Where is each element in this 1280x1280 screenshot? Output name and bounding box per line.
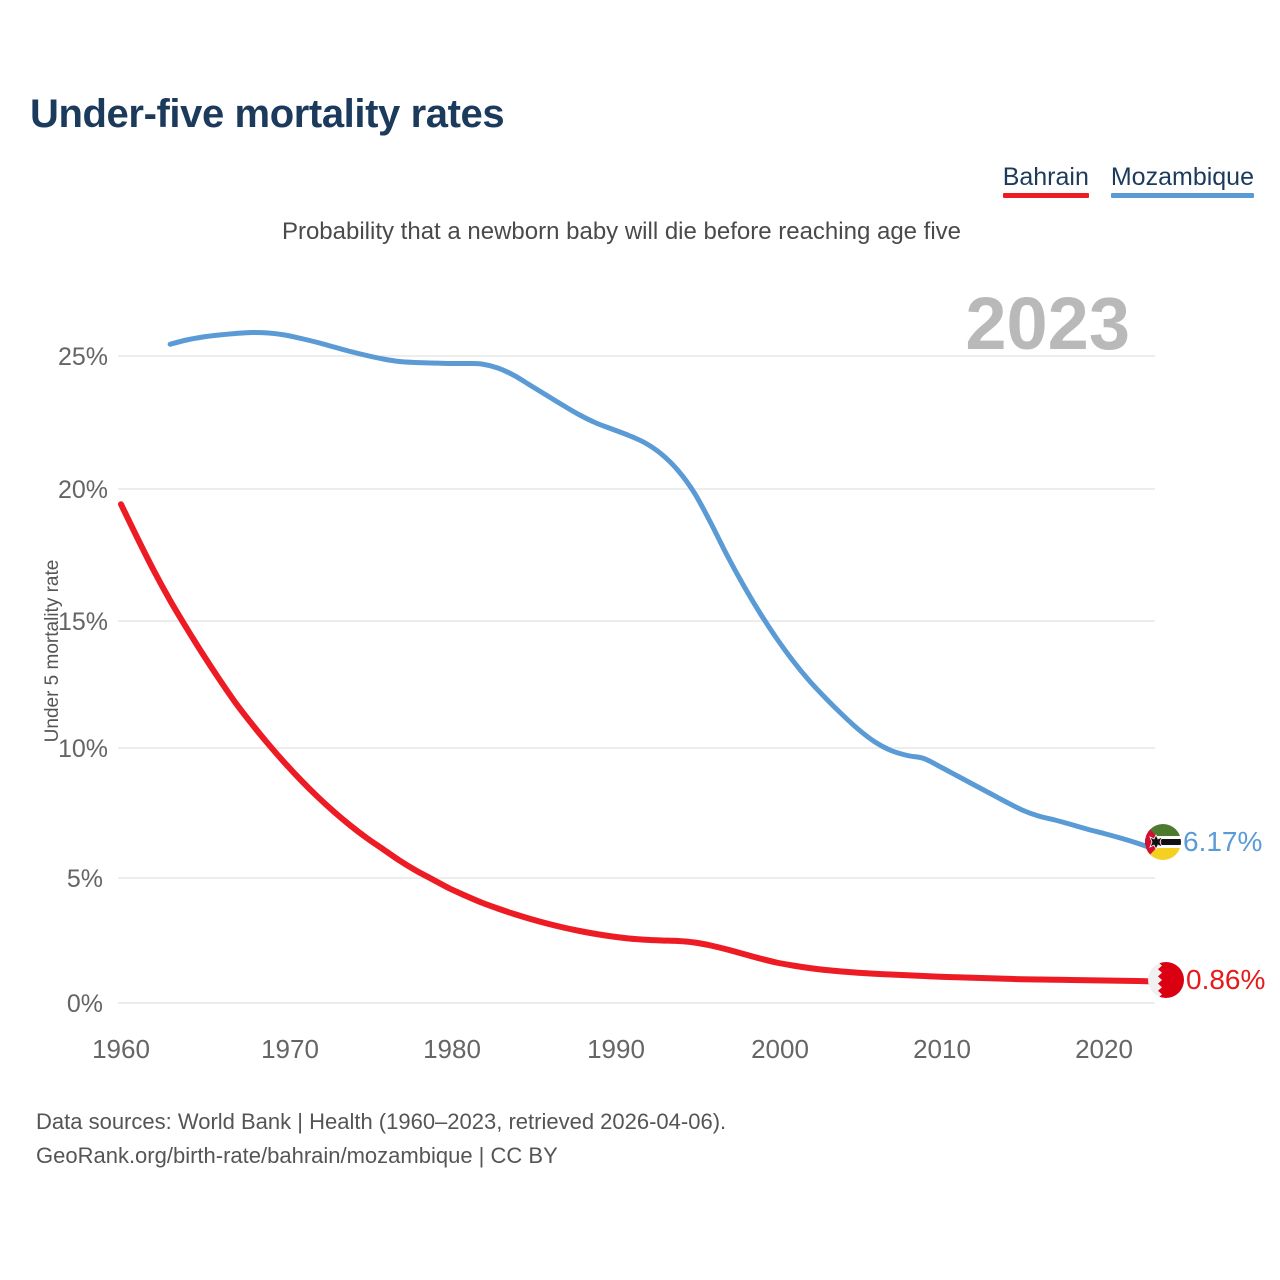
mozambique-flag-icon xyxy=(1145,824,1181,860)
legend-rule-mozambique xyxy=(1110,193,1254,199)
end-value-bahrain: 0.86% xyxy=(1186,964,1266,995)
bahrain-flag-icon xyxy=(1148,962,1184,998)
legend-rule-bahrain xyxy=(1002,193,1089,199)
y-tick-10: 10% xyxy=(58,735,108,763)
y-tick-0: 0% xyxy=(67,990,103,1018)
gridlines xyxy=(118,355,1155,1004)
x-tick-2010: 2010 xyxy=(913,1034,971,1064)
chart-subtitle: Probability that a newborn baby will die… xyxy=(281,218,962,245)
legend-label-bahrain: Bahrain xyxy=(1002,163,1089,191)
end-marker-bahrain[interactable]: 0.86% xyxy=(1148,962,1265,998)
x-tick-1990: 1990 xyxy=(587,1034,645,1064)
series-line-mozambique xyxy=(167,329,1156,852)
x-tick-2020: 2020 xyxy=(1075,1034,1133,1064)
footer-line-1: Data sources: World Bank | Health (1960–… xyxy=(36,1109,727,1134)
y-tick-5: 5% xyxy=(67,865,103,893)
year-watermark: 2023 xyxy=(965,282,1130,365)
footer-line-2: GeoRank.org/birth-rate/bahrain/mozambiqu… xyxy=(36,1143,558,1169)
y-tick-15: 15% xyxy=(58,608,108,636)
x-tick-1980: 1980 xyxy=(423,1034,481,1064)
y-axis-title: Under 5 mortality rate xyxy=(42,559,63,743)
legend-item-bahrain[interactable]: Bahrain xyxy=(1002,163,1089,199)
page-title: Under-five mortality rates xyxy=(30,92,505,136)
series-lines xyxy=(118,329,1157,985)
end-marker-mozambique[interactable]: 6.17% xyxy=(1145,824,1262,860)
legend-label-mozambique: Mozambique xyxy=(1110,163,1254,191)
x-tick-labels: 1960 1970 1980 1990 2000 2010 2020 xyxy=(92,1034,1133,1064)
x-tick-2000: 2000 xyxy=(751,1034,809,1064)
end-value-mozambique: 6.17% xyxy=(1183,826,1263,857)
footer: Data sources: World Bank | Health (1960–… xyxy=(36,1105,726,1173)
x-tick-1960: 1960 xyxy=(92,1034,150,1064)
y-tick-20: 20% xyxy=(58,476,108,504)
series-line-bahrain xyxy=(118,501,1157,985)
legend-item-mozambique[interactable]: Mozambique xyxy=(1110,163,1254,199)
x-tick-1970: 1970 xyxy=(261,1034,319,1064)
y-tick-25: 25% xyxy=(58,343,108,371)
legend: Bahrain Mozambique xyxy=(1002,163,1254,199)
y-tick-labels: 25% 20% 15% 10% 5% 0% xyxy=(58,343,108,1018)
